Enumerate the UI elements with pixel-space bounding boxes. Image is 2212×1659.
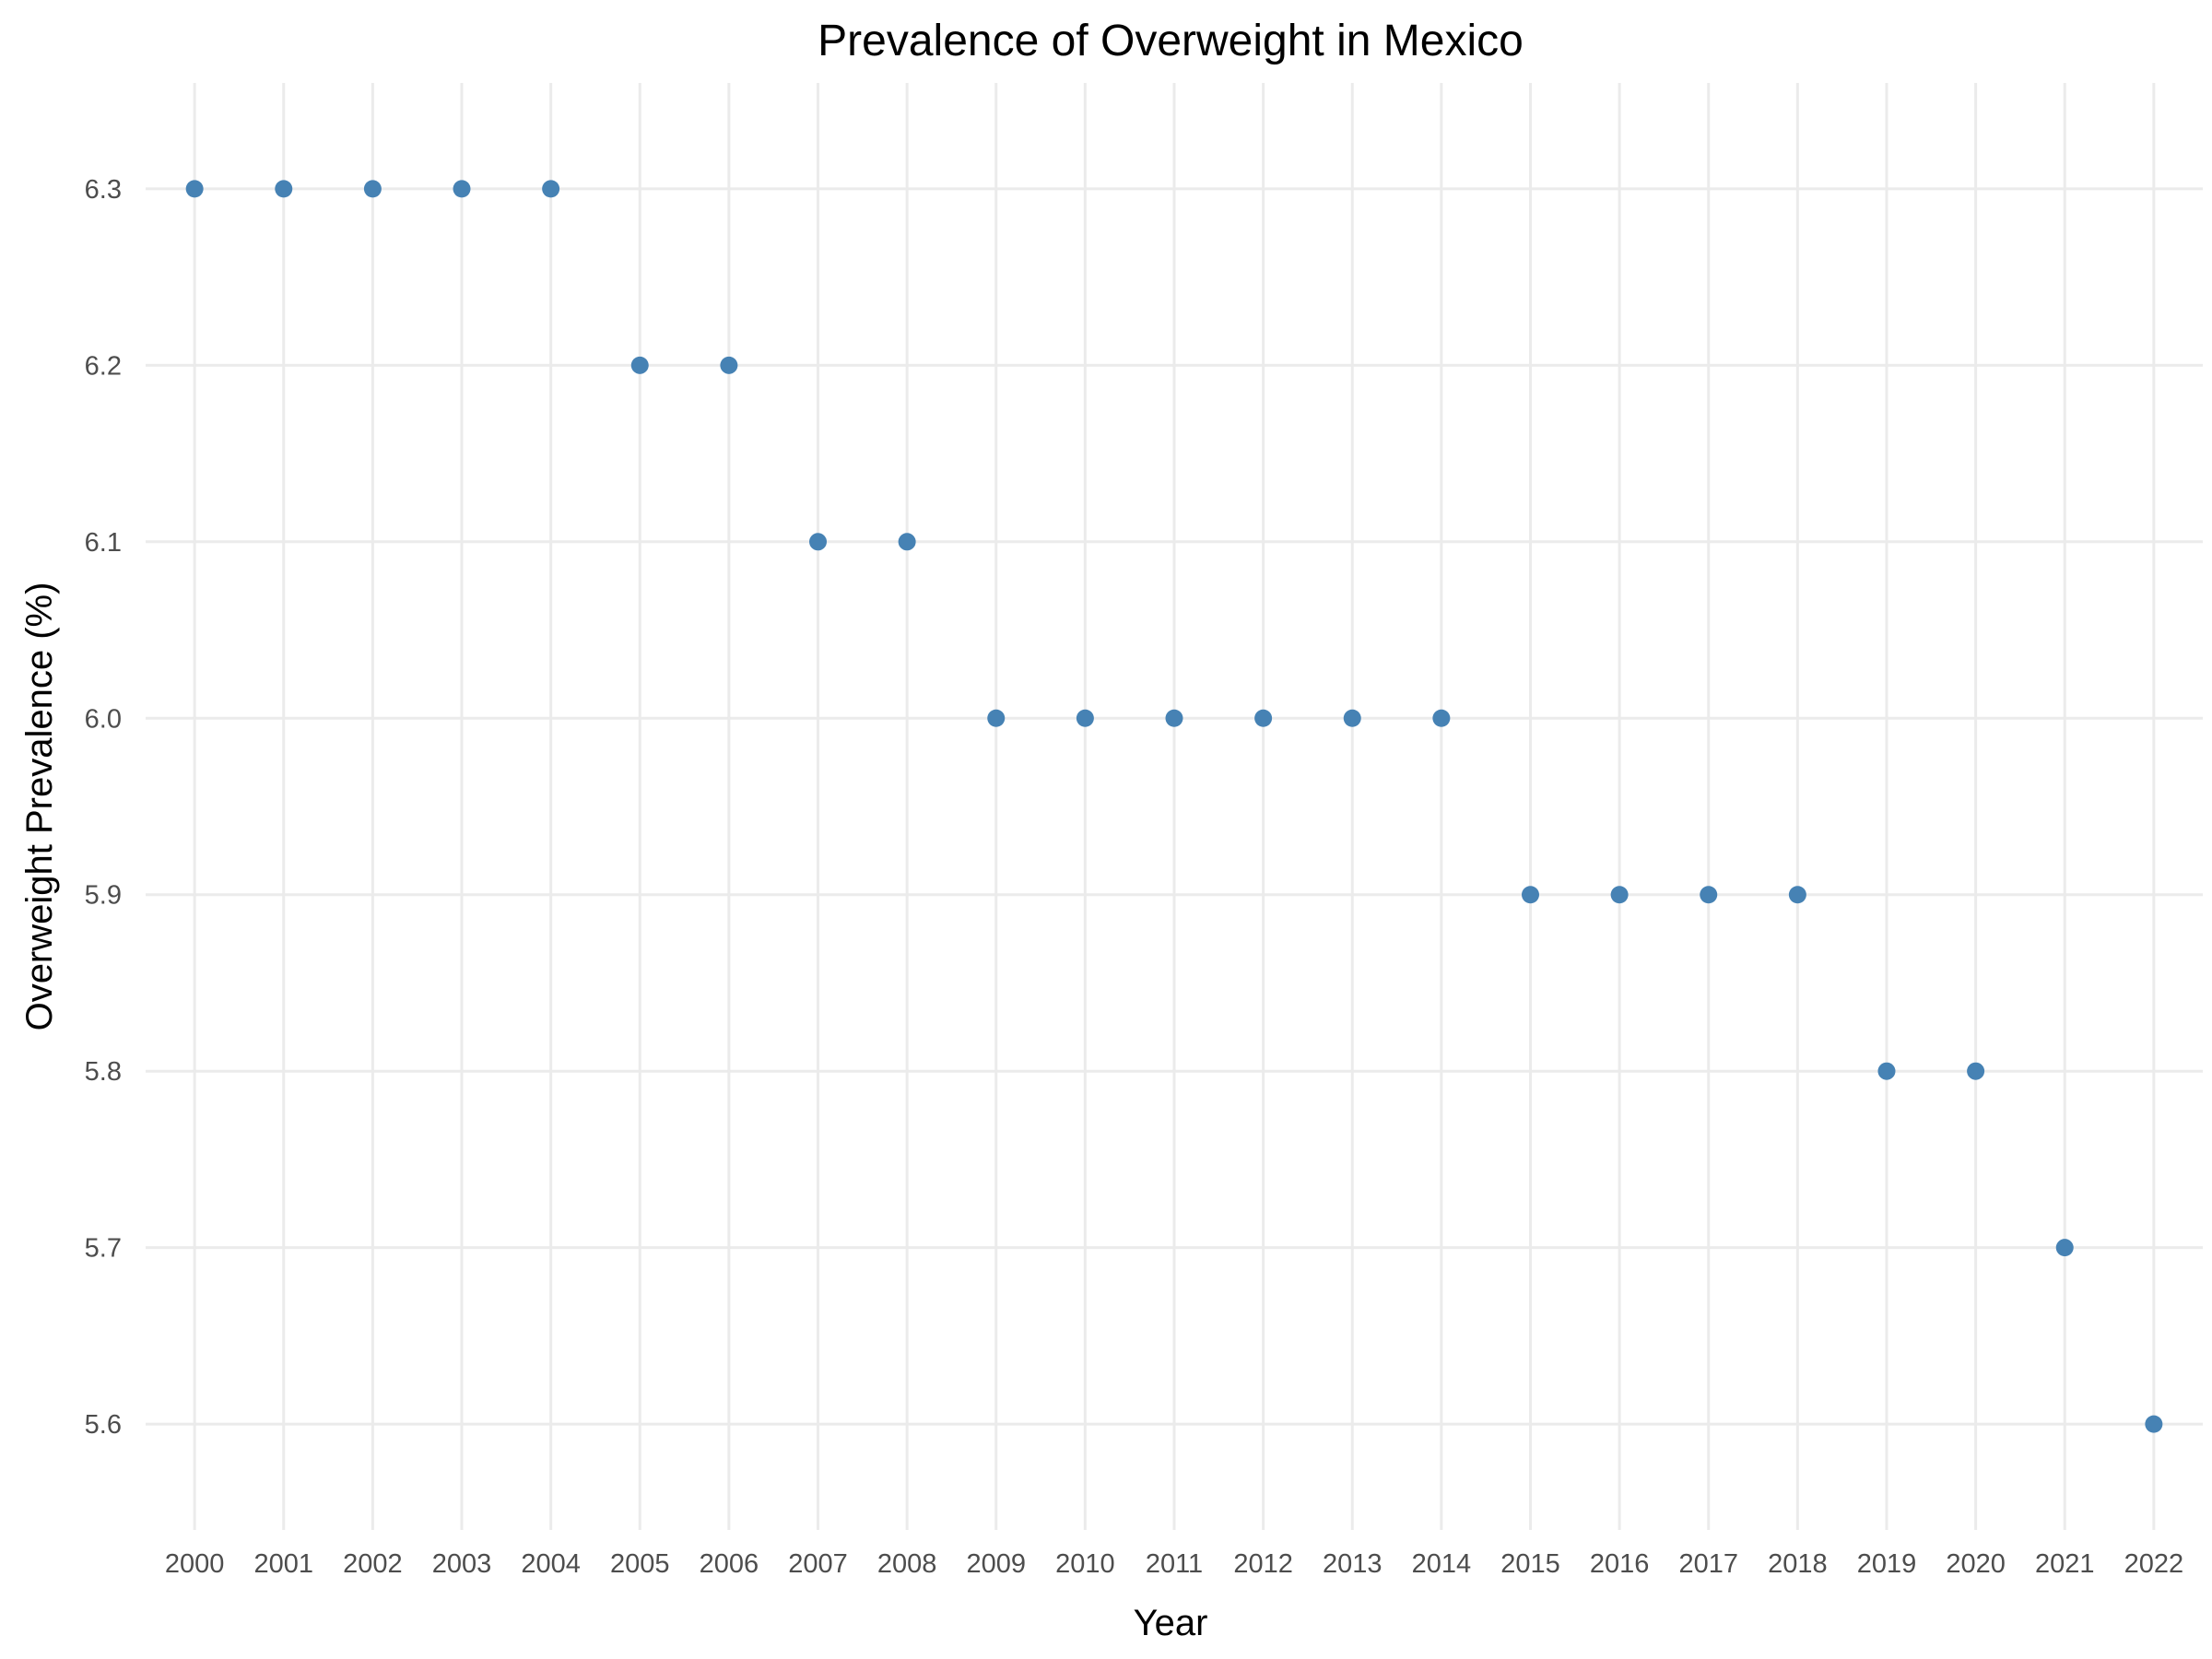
data-point [1877, 1062, 1896, 1080]
x-axis-ticks: 2000 2001 2002 2003 2004 2005 2006 2007 2008 2009… [165, 1549, 2183, 1579]
y-tick-label: 6.2 [85, 351, 122, 381]
data-point [275, 180, 293, 198]
x-tick-label: 2007 [788, 1549, 848, 1579]
data-point [542, 180, 560, 198]
data-point [1254, 709, 1273, 727]
data-point [1076, 709, 1094, 727]
data-point [1610, 886, 1629, 904]
x-tick-label: 2017 [1678, 1549, 1738, 1579]
x-tick-label: 2019 [1857, 1549, 1917, 1579]
data-point [898, 533, 916, 551]
data-point [1165, 709, 1183, 727]
x-axis-title: Year [1134, 1603, 1208, 1643]
x-tick-label: 2003 [432, 1549, 492, 1579]
y-tick-label: 5.6 [85, 1410, 122, 1440]
data-point [809, 533, 828, 551]
x-tick-label: 2005 [610, 1549, 670, 1579]
x-tick-label: 2012 [1233, 1549, 1293, 1579]
x-tick-label: 2013 [1323, 1549, 1382, 1579]
x-tick-label: 2016 [1590, 1549, 1650, 1579]
data-point [1432, 709, 1451, 727]
data-point [630, 356, 649, 374]
data-point [185, 180, 204, 198]
x-tick-label: 2015 [1500, 1549, 1560, 1579]
data-point [1788, 886, 1806, 904]
x-tick-label: 2008 [877, 1549, 937, 1579]
data-point [720, 356, 738, 374]
data-point [1521, 886, 1539, 904]
data-point [2145, 1415, 2163, 1433]
x-tick-label: 2010 [1055, 1549, 1115, 1579]
points-layer [185, 180, 2163, 1433]
x-tick-label: 2018 [1768, 1549, 1828, 1579]
data-point [2055, 1239, 2074, 1257]
y-tick-label: 6.1 [85, 528, 122, 558]
y-tick-label: 5.7 [85, 1234, 122, 1264]
y-tick-label: 5.9 [85, 881, 122, 911]
x-tick-label: 2009 [966, 1549, 1026, 1579]
data-point [987, 709, 1006, 727]
y-tick-label: 5.8 [85, 1057, 122, 1087]
y-axis-title: Overweight Prevalence (%) [19, 582, 60, 1031]
x-tick-label: 2011 [1146, 1549, 1203, 1579]
y-axis-ticks: 6.3 6.2 6.1 6.0 5.9 5.8 5.7 5.6 [85, 175, 122, 1440]
x-tick-label: 2020 [1946, 1549, 2006, 1579]
data-point [1343, 709, 1361, 727]
x-tick-label: 2000 [165, 1549, 225, 1579]
data-point [363, 180, 382, 198]
chart-title: Prevalence of Overweight in Mexico [818, 17, 1524, 65]
x-tick-label: 2022 [2124, 1549, 2184, 1579]
data-point [1700, 886, 1718, 904]
x-tick-label: 2006 [700, 1549, 759, 1579]
x-tick-label: 2004 [521, 1549, 581, 1579]
data-point [453, 180, 471, 198]
y-tick-label: 6.0 [85, 704, 122, 734]
x-tick-label: 2002 [343, 1549, 403, 1579]
x-tick-label: 2001 [254, 1549, 314, 1579]
x-tick-label: 2021 [2035, 1549, 2095, 1579]
y-tick-label: 6.3 [85, 175, 122, 205]
x-tick-label: 2014 [1412, 1549, 1472, 1579]
data-point [1967, 1062, 1985, 1080]
grid-layer [146, 83, 2203, 1530]
